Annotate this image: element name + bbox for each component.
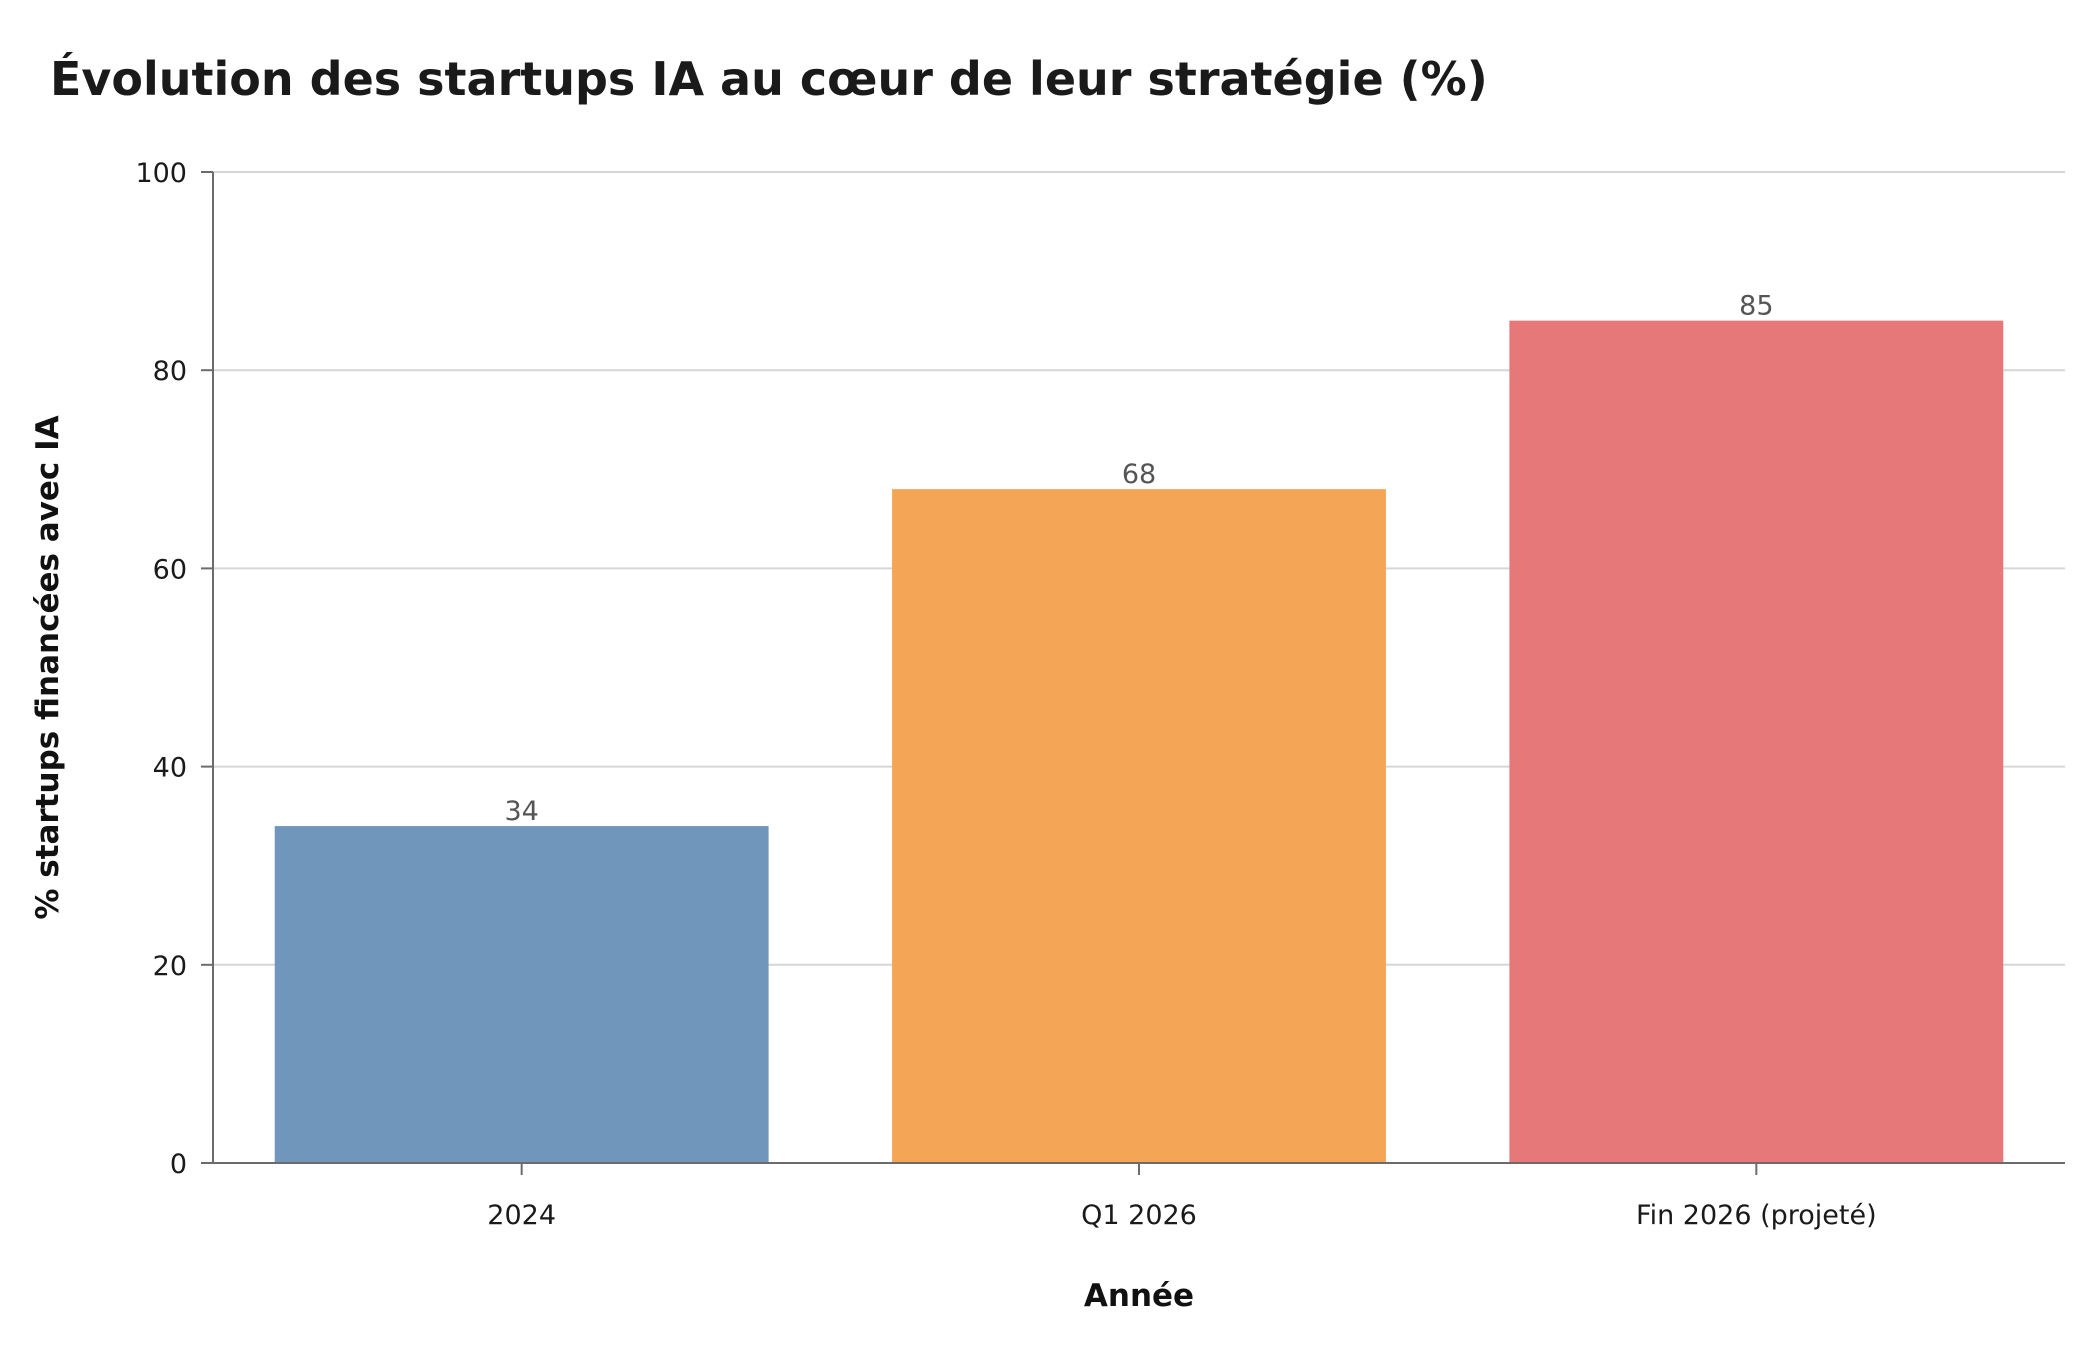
y-tick-label: 80 bbox=[153, 356, 187, 387]
bars bbox=[274, 320, 2004, 1163]
chart-title: Évolution des startups IA au cœur de leu… bbox=[50, 52, 1488, 106]
x-tick-label: Q1 2026 bbox=[1081, 1200, 1197, 1231]
y-tick-label: 40 bbox=[153, 753, 187, 784]
data-labels: 34 68 85 bbox=[504, 291, 1773, 827]
y-tick-label: 20 bbox=[153, 951, 187, 982]
y-axis-label: % startups financées avec IA bbox=[30, 415, 66, 919]
y-tick-label: 60 bbox=[153, 554, 187, 585]
data-label-0: 34 bbox=[504, 796, 538, 827]
data-label-1: 68 bbox=[1122, 459, 1156, 490]
y-ticks: 0 20 40 60 80 100 bbox=[135, 158, 213, 1180]
data-label-2: 85 bbox=[1739, 291, 1773, 322]
x-tick-label: Fin 2026 (projeté) bbox=[1636, 1200, 1877, 1231]
x-ticks: 2024 Q1 2026 Fin 2026 (projeté) bbox=[487, 1163, 1877, 1231]
x-tick-label: 2024 bbox=[487, 1200, 556, 1231]
bar-0 bbox=[274, 826, 769, 1163]
y-tick-label: 100 bbox=[135, 158, 187, 189]
y-tick-label: 0 bbox=[170, 1149, 187, 1180]
bar-1 bbox=[892, 489, 1386, 1163]
x-axis-label: Année bbox=[1084, 1278, 1194, 1314]
bar-2 bbox=[1509, 320, 2004, 1163]
